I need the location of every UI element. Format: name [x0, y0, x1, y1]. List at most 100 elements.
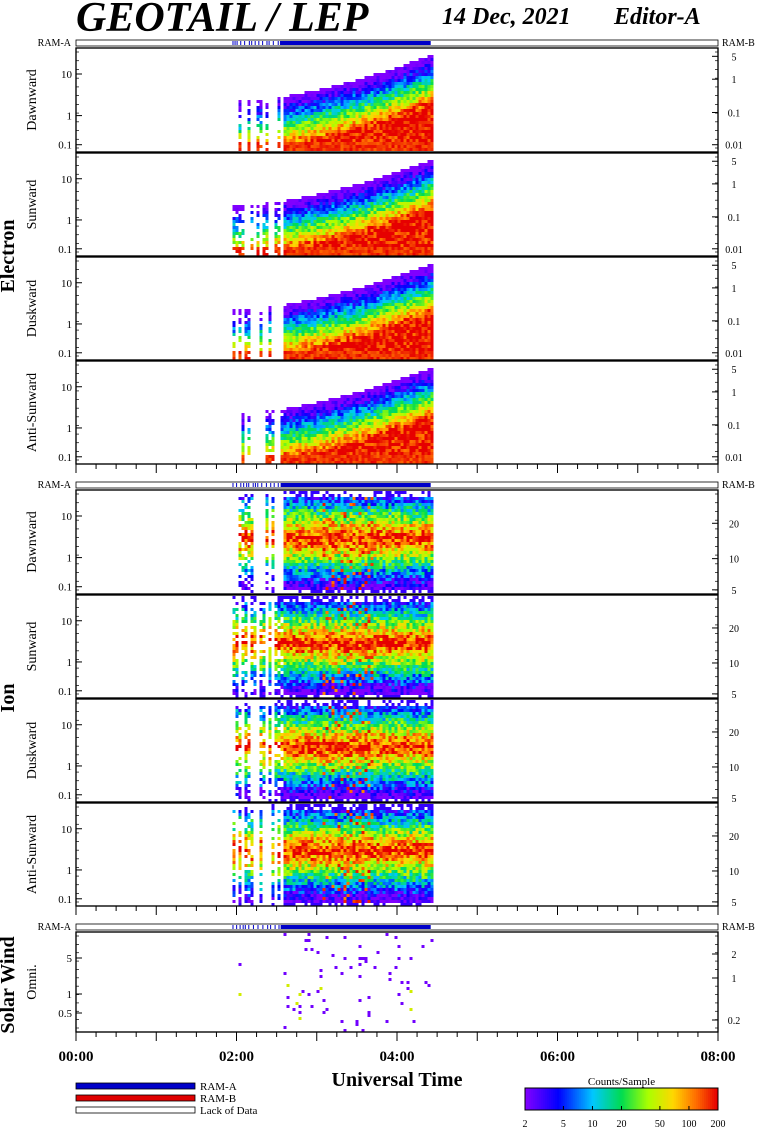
spectro-cell — [367, 357, 371, 360]
spectro-cell — [295, 148, 299, 151]
spectro-cell — [358, 401, 362, 404]
spectro-cell — [322, 342, 326, 345]
spectro-cell — [346, 235, 350, 238]
spectro-cell — [424, 247, 428, 250]
spectro-cell — [379, 315, 383, 318]
spectro-cell — [298, 118, 302, 121]
spectro-cell — [307, 220, 311, 223]
spectro-cell — [238, 247, 242, 250]
spectro-cell — [295, 318, 299, 321]
spectro-cell — [370, 133, 374, 136]
spectro-cell — [370, 357, 374, 360]
spectro-cell — [367, 330, 371, 333]
spectro-cell — [355, 211, 359, 214]
spectro-cell — [349, 139, 353, 142]
spectro-cell — [343, 300, 347, 303]
spectro-cell — [358, 85, 362, 88]
spectro-cell — [403, 345, 407, 348]
spectro-cell — [382, 449, 386, 452]
spectro-cell — [379, 461, 383, 464]
spectro-cell — [427, 339, 431, 342]
spectro-cell — [325, 336, 329, 339]
spectro-cell — [325, 300, 329, 303]
spectro-cell — [382, 443, 386, 446]
spectro-cell — [427, 187, 431, 190]
spectro-cell — [271, 437, 275, 440]
spectro-cell — [286, 220, 290, 223]
spectro-cell — [382, 244, 386, 247]
spectro-cell — [361, 440, 365, 443]
spectro-cell — [316, 452, 320, 455]
spectro-cell — [397, 145, 401, 148]
spectro-cell — [310, 351, 314, 354]
spectro-cell — [373, 333, 377, 336]
spectro-cell — [367, 244, 371, 247]
spectro-cell — [412, 169, 416, 172]
spectro-cell — [415, 276, 419, 279]
spectro-cell — [385, 395, 389, 398]
spectro-cell — [301, 244, 305, 247]
spectro-cell — [352, 232, 356, 235]
spectro-cell — [352, 348, 356, 351]
spectro-cell — [379, 139, 383, 142]
spectro-cell — [367, 91, 371, 94]
spectro-cell — [421, 300, 425, 303]
spectro-cell — [328, 136, 332, 139]
spectro-cell — [355, 357, 359, 360]
spectro-cell — [340, 434, 344, 437]
spectro-cell — [298, 100, 302, 103]
spectro-cell — [298, 318, 302, 321]
spectro-cell — [340, 214, 344, 217]
spectro-cell — [307, 205, 311, 208]
spectro-cell — [340, 458, 344, 461]
spectro-cell — [271, 410, 275, 413]
spectro-cell — [379, 244, 383, 247]
spectro-cell — [235, 205, 239, 208]
spectro-cell — [295, 333, 299, 336]
spectro-cell — [406, 330, 410, 333]
spectro-cell — [370, 97, 374, 100]
spectro-cell — [418, 324, 422, 327]
spectro-cell — [385, 312, 389, 315]
spectro-cell — [313, 226, 317, 229]
spectro-cell — [322, 226, 326, 229]
spectro-cell — [373, 208, 377, 211]
spectro-cell — [340, 202, 344, 205]
spectro-cell — [232, 321, 236, 324]
spectro-cell — [247, 127, 251, 130]
spectro-cell — [265, 112, 269, 115]
spectro-cell — [394, 115, 398, 118]
spectro-cell — [340, 145, 344, 148]
spectro-cell — [334, 333, 338, 336]
spectro-cell — [427, 106, 431, 109]
spectro-cell — [304, 336, 308, 339]
spectro-cell — [295, 407, 299, 410]
spectro-cell — [424, 118, 428, 121]
spectro-cell — [340, 223, 344, 226]
spectro-cell — [340, 91, 344, 94]
spectro-cell — [325, 241, 329, 244]
spectro-cell — [391, 172, 395, 175]
spectro-cell — [430, 250, 434, 253]
spectro-cell — [400, 300, 404, 303]
spectro-cell — [355, 142, 359, 145]
spectro-cell — [379, 226, 383, 229]
spectro-cell — [334, 339, 338, 342]
spectro-cell — [310, 145, 314, 148]
spectro-cell — [304, 428, 308, 431]
spectro-cell — [313, 348, 317, 351]
spectro-cell — [427, 354, 431, 357]
spectro-cell — [394, 145, 398, 148]
spectro-cell — [247, 431, 251, 434]
spectro-cell — [394, 395, 398, 398]
spectro-cell — [355, 401, 359, 404]
spectro-cell — [379, 407, 383, 410]
spectro-cell — [316, 324, 320, 327]
spectro-cell — [349, 425, 353, 428]
spectro-cell — [430, 76, 434, 79]
spectro-cell — [289, 238, 293, 241]
spectro-cell — [370, 91, 374, 94]
spectro-cell — [412, 241, 416, 244]
spectro-cell — [403, 333, 407, 336]
spectro-cell — [334, 330, 338, 333]
